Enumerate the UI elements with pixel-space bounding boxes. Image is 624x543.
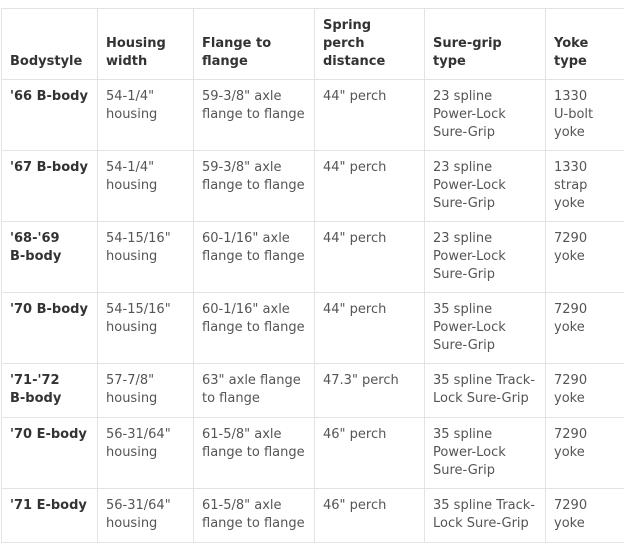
cell-bodystyle: '71-'72 B-body <box>2 364 98 418</box>
cell-bodystyle: '71 E-body <box>2 489 98 543</box>
cell-housing-width: 54-15/16" housing <box>98 222 194 293</box>
header-flange-to-flange: Flange to flange <box>194 9 315 80</box>
cell-housing-width: 54-1/4" housing <box>98 80 194 151</box>
cell-bodystyle: '70 B-body <box>2 293 98 364</box>
cell-spring-perch: 44" perch <box>315 151 425 222</box>
cell-spring-perch: 44" perch <box>315 293 425 364</box>
cell-sure-grip: 35 spline Power-Lock Sure-Grip <box>425 418 546 489</box>
cell-housing-width: 56-31/64" housing <box>98 489 194 543</box>
cell-bodystyle: '68-'69 B-body <box>2 222 98 293</box>
cell-sure-grip: 35 spline Power-Lock Sure-Grip <box>425 293 546 364</box>
cell-bodystyle: '66 B-body <box>2 80 98 151</box>
cell-yoke: 7290 yoke <box>546 364 624 418</box>
cell-yoke: 7290 yoke <box>546 222 624 293</box>
cell-sure-grip: 35 spline Track- Lock Sure-Grip <box>425 489 546 543</box>
cell-yoke: 1330 U-bolt yoke <box>546 80 624 151</box>
axle-spec-table: Bodystyle Housing width Flange to flange… <box>1 8 624 543</box>
cell-sure-grip: 35 spline Track- Lock Sure-Grip <box>425 364 546 418</box>
cell-housing-width: 56-31/64" housing <box>98 418 194 489</box>
cell-spring-perch: 47.3" perch <box>315 364 425 418</box>
header-row: Bodystyle Housing width Flange to flange… <box>2 9 624 80</box>
cell-bodystyle: '67 B-body <box>2 151 98 222</box>
cell-spring-perch: 46" perch <box>315 418 425 489</box>
cell-flange-to-flange: 63" axle flange to flange <box>194 364 315 418</box>
cell-spring-perch: 44" perch <box>315 80 425 151</box>
cell-bodystyle: '70 E-body <box>2 418 98 489</box>
cell-housing-width: 54-15/16" housing <box>98 293 194 364</box>
cell-sure-grip: 23 spline Power-Lock Sure-Grip <box>425 151 546 222</box>
cell-yoke: 7290 yoke <box>546 489 624 543</box>
cell-flange-to-flange: 60-1/16" axle flange to flange <box>194 293 315 364</box>
cell-spring-perch: 46" perch <box>315 489 425 543</box>
header-yoke: Yoke type <box>546 9 624 80</box>
cell-housing-width: 54-1/4" housing <box>98 151 194 222</box>
header-bodystyle: Bodystyle <box>2 9 98 80</box>
cell-spring-perch: 44" perch <box>315 222 425 293</box>
cell-flange-to-flange: 59-3/8" axle flange to flange <box>194 80 315 151</box>
cell-yoke: 7290 yoke <box>546 293 624 364</box>
cell-sure-grip: 23 spline Power-Lock Sure-Grip <box>425 222 546 293</box>
cell-flange-to-flange: 60-1/16" axle flange to flange <box>194 222 315 293</box>
header-housing-width: Housing width <box>98 9 194 80</box>
cell-flange-to-flange: 61-5/8" axle flange to flange <box>194 489 315 543</box>
cell-yoke: 1330 strap yoke <box>546 151 624 222</box>
cell-flange-to-flange: 61-5/8" axle flange to flange <box>194 418 315 489</box>
cell-flange-to-flange: 59-3/8" axle flange to flange <box>194 151 315 222</box>
header-spring-perch: Spring perch distance <box>315 9 425 80</box>
cell-yoke: 7290 yoke <box>546 418 624 489</box>
header-sure-grip: Sure-grip type <box>425 9 546 80</box>
cell-housing-width: 57-7/8" housing <box>98 364 194 418</box>
cell-sure-grip: 23 spline Power-Lock Sure-Grip <box>425 80 546 151</box>
